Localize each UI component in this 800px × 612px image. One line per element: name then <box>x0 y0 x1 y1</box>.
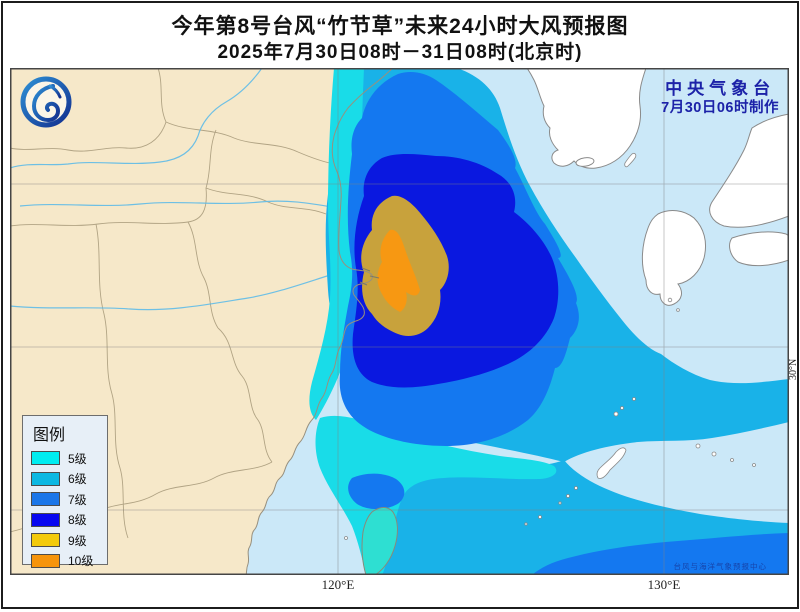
legend-row: 9级 <box>31 530 107 551</box>
cma-logo-icon <box>20 76 72 128</box>
wind-area-level7-bottom-strip <box>532 533 789 575</box>
legend-items: 5级 6级 7级 8级 9级 10级 <box>31 448 107 571</box>
issuer-name: 中央气象台 <box>665 79 776 98</box>
legend-swatch <box>31 451 60 466</box>
map-border <box>10 68 789 575</box>
legend-label: 10级 <box>68 554 94 569</box>
legend-title: 图例 <box>33 427 66 444</box>
legend-swatch <box>31 533 60 548</box>
page-subtitle: 2025年7月30日08时－31日08时(北京时) <box>217 42 583 63</box>
kyushu-land <box>641 210 707 306</box>
province-borders <box>10 68 335 539</box>
korea-land <box>526 68 647 169</box>
map-canvas <box>10 68 789 575</box>
legend-swatch <box>31 553 60 568</box>
legend-row: 8级 <box>31 510 107 531</box>
legend-label: 8级 <box>68 513 87 528</box>
zhoushan-islands <box>359 267 380 286</box>
legend-label: 6级 <box>68 472 87 487</box>
tsushima-island <box>624 152 637 168</box>
lon-label-130e: 130°E <box>647 577 681 592</box>
legend-label: 9级 <box>68 533 87 548</box>
yellow-river <box>10 68 263 169</box>
legend-swatch <box>31 512 60 527</box>
legend-label: 5级 <box>68 451 87 466</box>
watermark-text: 台风与海洋气象预报中心 <box>673 562 767 571</box>
legend-row: 6级 <box>31 469 107 490</box>
taiwan-island <box>361 507 398 575</box>
lat-label-30n: 30°N <box>788 358 799 380</box>
legend-row: 5级 <box>31 448 107 469</box>
okinawa-island <box>596 447 627 479</box>
ryukyu-islets <box>524 297 756 526</box>
jeju-island <box>575 157 595 167</box>
wind-area-level7-strait-patch <box>348 473 405 510</box>
penghu-island <box>344 536 348 540</box>
huai-river <box>19 200 339 209</box>
wind-area-level10 <box>377 229 420 312</box>
legend-swatch <box>31 471 60 486</box>
legend-row: 7级 <box>31 489 107 510</box>
legend-row: 10级 <box>31 551 107 572</box>
china-coastline <box>245 68 394 575</box>
legend-label: 7级 <box>68 492 87 507</box>
lon-label-120e: 120°E <box>321 577 355 592</box>
legend-box: 图例 5级 6级 7级 8级 9级 10级 <box>22 415 108 568</box>
issuer-credit: 中央气象台 7月30日06时制作 <box>661 78 779 117</box>
forecast-map: 中央气象台 7月30日06时制作 图例 5级 6级 7级 8级 9级 10级 台风与海洋气… <box>10 68 789 575</box>
graticule <box>10 68 789 575</box>
legend-swatch <box>31 492 60 507</box>
issue-time: 7月30日06时制作 <box>661 100 779 117</box>
page-title: 今年第8号台风“竹节草”未来24小时大风预报图 <box>171 15 629 38</box>
shikoku-land <box>729 231 789 267</box>
